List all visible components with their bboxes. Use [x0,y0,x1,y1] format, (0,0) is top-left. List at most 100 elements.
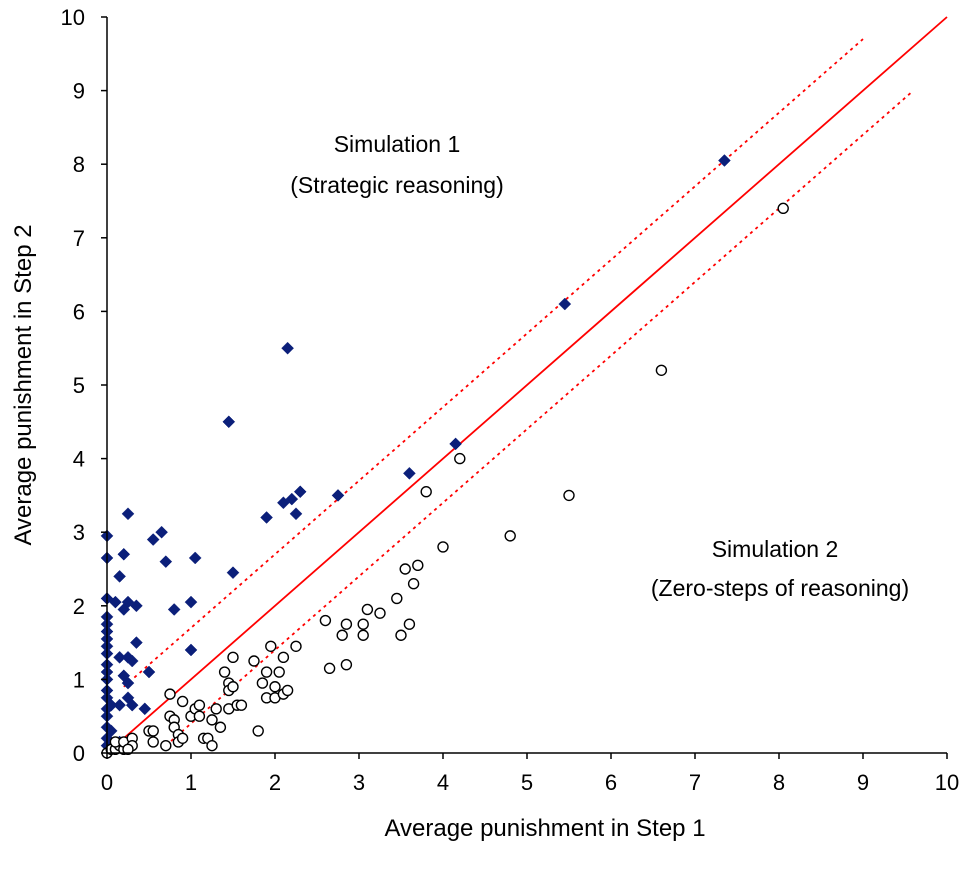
data-point-circle [147,736,159,748]
data-point-circle [210,703,222,715]
data-point-diamond [121,676,135,690]
data-point-diamond [155,525,168,539]
data-point-circle [227,651,239,664]
series-1 [100,154,731,760]
data-point-circle [437,541,449,553]
data-point-circle [420,486,432,498]
x-tick-label: 6 [605,770,617,795]
y-tick-label: 5 [73,373,85,398]
data-point-circle [252,725,264,737]
data-point-circle [357,618,369,630]
reference-line-upper-band [123,38,864,688]
series-layer [100,154,789,760]
data-point-circle [323,662,336,675]
data-point-circle [319,614,332,627]
data-point-diamond [146,533,160,546]
data-point-circle [273,666,285,678]
y-axis-title: Average punishment in Step 2 [10,224,37,545]
data-point-circle [206,739,218,752]
data-point-circle [206,714,218,726]
data-point-diamond [449,437,462,451]
data-point-circle [454,452,466,465]
data-point-diamond [260,511,273,524]
x-tick-label: 9 [857,770,869,795]
data-point-circle [391,592,403,605]
data-point-diamond [403,466,416,480]
data-point-circle [193,699,206,711]
y-tick-label: 7 [73,226,85,251]
data-point-diamond [113,570,126,583]
x-tick-label: 8 [773,770,785,795]
data-point-circle [277,651,290,664]
data-point-circle [290,640,302,652]
data-point-circle [265,640,277,652]
data-point-diamond [331,489,345,502]
data-point-circle [176,695,189,708]
data-point-circle [147,725,159,737]
annotation-sim1-subtitle: (Strategic reasoning) [290,172,504,198]
data-point-circle [395,629,407,641]
data-point-diamond [121,507,135,521]
annotation-sim1-title: Simulation 1 [334,131,461,157]
data-point-diamond [188,551,202,565]
y-tick-label: 10 [61,5,85,30]
data-point-circle [235,699,248,711]
data-point-diamond [138,702,152,716]
data-point-circle [361,603,374,616]
data-point-diamond [281,341,294,355]
y-tick-label: 3 [73,520,85,545]
data-point-circle [256,677,269,689]
y-tick-label: 9 [73,79,85,104]
reference-line-lower-band [165,89,914,747]
data-point-diamond [142,665,156,679]
x-tick-label: 1 [185,770,197,795]
data-point-diamond [109,595,122,609]
data-point-diamond [293,485,307,499]
data-point-diamond [558,297,572,311]
data-point-diamond [117,547,131,561]
data-point-circle [248,655,260,667]
data-point-circle [655,364,668,376]
x-tick-label: 10 [935,770,959,795]
y-tick-label: 8 [73,152,85,177]
data-point-circle [281,684,294,697]
data-point-diamond [718,154,731,167]
x-tick-label: 5 [521,770,533,795]
data-point-diamond [113,698,126,712]
data-point-circle [403,618,416,630]
data-point-circle [214,721,227,733]
data-point-diamond [113,650,126,664]
data-point-circle [122,743,134,756]
y-tick-label: 1 [73,667,85,692]
data-point-diamond [184,643,198,657]
data-point-circle [176,732,189,744]
x-tick-label: 3 [353,770,365,795]
x-tick-label: 2 [269,770,281,795]
data-point-circle [407,578,420,590]
data-point-diamond [289,507,303,521]
data-point-circle [340,618,353,630]
data-point-circle [227,681,239,693]
data-point-circle [504,530,516,542]
series-2 [101,202,789,759]
data-point-circle [193,710,206,722]
y-tick-label: 2 [73,594,85,619]
annotation-sim2-subtitle: (Zero-steps of reasoning) [651,575,909,601]
data-point-circle [563,489,575,502]
data-point-diamond [125,698,139,712]
data-point-circle [412,559,424,572]
data-point-circle [374,607,386,619]
data-point-diamond [130,636,143,649]
data-point-circle [336,629,348,641]
data-point-circle [218,666,231,678]
x-axis-title: Average punishment in Step 1 [384,815,705,842]
annotation-sim2-title: Simulation 2 [712,536,839,562]
y-ticks: 0 1 2 3 4 5 6 7 8 9 10 [61,5,107,766]
reference-line-diagonal [106,16,948,754]
x-tick-label: 0 [101,770,113,795]
data-point-diamond [130,599,143,613]
data-point-diamond [159,555,173,568]
data-point-diamond [226,566,240,580]
x-ticks: 0 1 2 3 4 5 6 7 8 9 10 [101,753,959,795]
reference-lines [106,16,948,754]
